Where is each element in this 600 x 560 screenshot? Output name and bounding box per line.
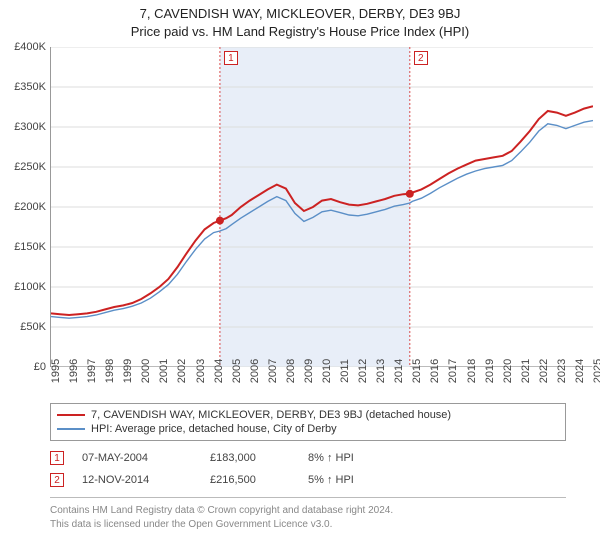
footer-line-2: This data is licensed under the Open Gov… (50, 518, 566, 532)
sale-event-delta: 5% ↑ HPI (308, 474, 398, 486)
x-tick-label: 1997 (86, 359, 98, 383)
x-tick-label: 2005 (231, 359, 243, 383)
x-tick-label: 2004 (213, 359, 225, 383)
sale-event-price: £183,000 (210, 452, 290, 464)
y-tick-label: £250K (14, 161, 46, 173)
x-tick-label: 2013 (375, 359, 387, 383)
chart-subtitle: Price paid vs. HM Land Registry's House … (0, 24, 600, 39)
legend: 7, CAVENDISH WAY, MICKLEOVER, DERBY, DE3… (50, 403, 566, 441)
legend-swatch (57, 428, 85, 430)
y-tick-label: £400K (14, 41, 46, 53)
footer-line-1: Contains HM Land Registry data © Crown c… (50, 504, 566, 518)
legend-swatch (57, 414, 85, 416)
sale-event-delta: 8% ↑ HPI (308, 452, 398, 464)
x-tick-label: 2018 (466, 359, 478, 383)
x-tick-label: 2023 (556, 359, 568, 383)
x-tick-label: 2003 (195, 359, 207, 383)
x-tick-label: 1995 (50, 359, 62, 383)
chart-header: 7, CAVENDISH WAY, MICKLEOVER, DERBY, DE3… (0, 0, 600, 41)
y-tick-label: £100K (14, 281, 46, 293)
legend-row: 7, CAVENDISH WAY, MICKLEOVER, DERBY, DE3… (57, 408, 559, 422)
x-tick-label: 2025 (592, 359, 600, 383)
sale-events-table: 1 07-MAY-2004 £183,000 8% ↑ HPI 2 12-NOV-2014… (50, 447, 566, 498)
x-tick-label: 2006 (249, 359, 261, 383)
sale-event-index: 1 (50, 451, 64, 465)
x-tick-label: 2011 (339, 359, 351, 383)
sale-event-index: 2 (50, 473, 64, 487)
chart-svg (51, 47, 593, 367)
sale-event-row: 2 12-NOV-2014 £216,500 5% ↑ HPI (50, 469, 566, 491)
sale-marker-dot (406, 190, 414, 198)
legend-label: 7, CAVENDISH WAY, MICKLEOVER, DERBY, DE3… (91, 409, 451, 421)
x-tick-label: 2002 (176, 359, 188, 383)
chart-title: 7, CAVENDISH WAY, MICKLEOVER, DERBY, DE3… (0, 6, 600, 21)
sale-event-date: 07-MAY-2004 (82, 452, 192, 464)
x-tick-label: 2012 (357, 359, 369, 383)
x-tick-label: 1998 (104, 359, 116, 383)
legend-label: HPI: Average price, detached house, City… (91, 423, 337, 435)
x-tick-label: 2001 (158, 359, 170, 383)
y-tick-label: £150K (14, 241, 46, 253)
x-tick-label: 2017 (447, 359, 459, 383)
x-tick-label: 2007 (267, 359, 279, 383)
y-tick-label: £50K (20, 321, 46, 333)
legend-row: HPI: Average price, detached house, City… (57, 422, 559, 436)
sale-marker-label: 2 (414, 51, 428, 65)
y-tick-label: £200K (14, 201, 46, 213)
y-tick-label: £300K (14, 121, 46, 133)
x-tick-label: 2008 (285, 359, 297, 383)
x-tick-label: 2019 (484, 359, 496, 383)
x-tick-label: 1999 (122, 359, 134, 383)
sale-event-date: 12-NOV-2014 (82, 474, 192, 486)
x-axis: 1995199619971998199920002001200220032004… (50, 367, 592, 399)
sale-event-price: £216,500 (210, 474, 290, 486)
y-axis: £0£50K£100K£150K£200K£250K£300K£350K£400… (8, 47, 50, 367)
x-tick-label: 2022 (538, 359, 550, 383)
x-tick-label: 2016 (429, 359, 441, 383)
x-tick-label: 1996 (68, 359, 80, 383)
x-tick-label: 2009 (303, 359, 315, 383)
sale-event-row: 1 07-MAY-2004 £183,000 8% ↑ HPI (50, 447, 566, 469)
x-tick-label: 2021 (520, 359, 532, 383)
attribution-footer: Contains HM Land Registry data © Crown c… (50, 504, 566, 531)
x-tick-label: 2024 (574, 359, 586, 383)
x-tick-label: 2000 (140, 359, 152, 383)
x-tick-label: 2020 (502, 359, 514, 383)
y-tick-label: £0 (34, 361, 46, 373)
plot-area: 12 (50, 47, 592, 367)
sale-marker-label: 1 (224, 51, 238, 65)
y-tick-label: £350K (14, 81, 46, 93)
x-tick-label: 2010 (321, 359, 333, 383)
x-tick-label: 2015 (411, 359, 423, 383)
sale-marker-dot (216, 217, 224, 225)
x-tick-label: 2014 (393, 359, 405, 383)
chart-area: £0£50K£100K£150K£200K£250K£300K£350K£400… (8, 47, 592, 399)
